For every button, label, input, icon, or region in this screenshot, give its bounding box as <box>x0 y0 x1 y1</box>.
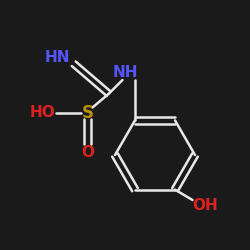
Text: HO: HO <box>30 105 55 120</box>
Text: O: O <box>81 145 94 160</box>
Text: OH: OH <box>192 198 218 212</box>
Text: NH: NH <box>112 65 138 80</box>
Text: S: S <box>82 104 94 122</box>
Text: HN: HN <box>45 50 70 65</box>
